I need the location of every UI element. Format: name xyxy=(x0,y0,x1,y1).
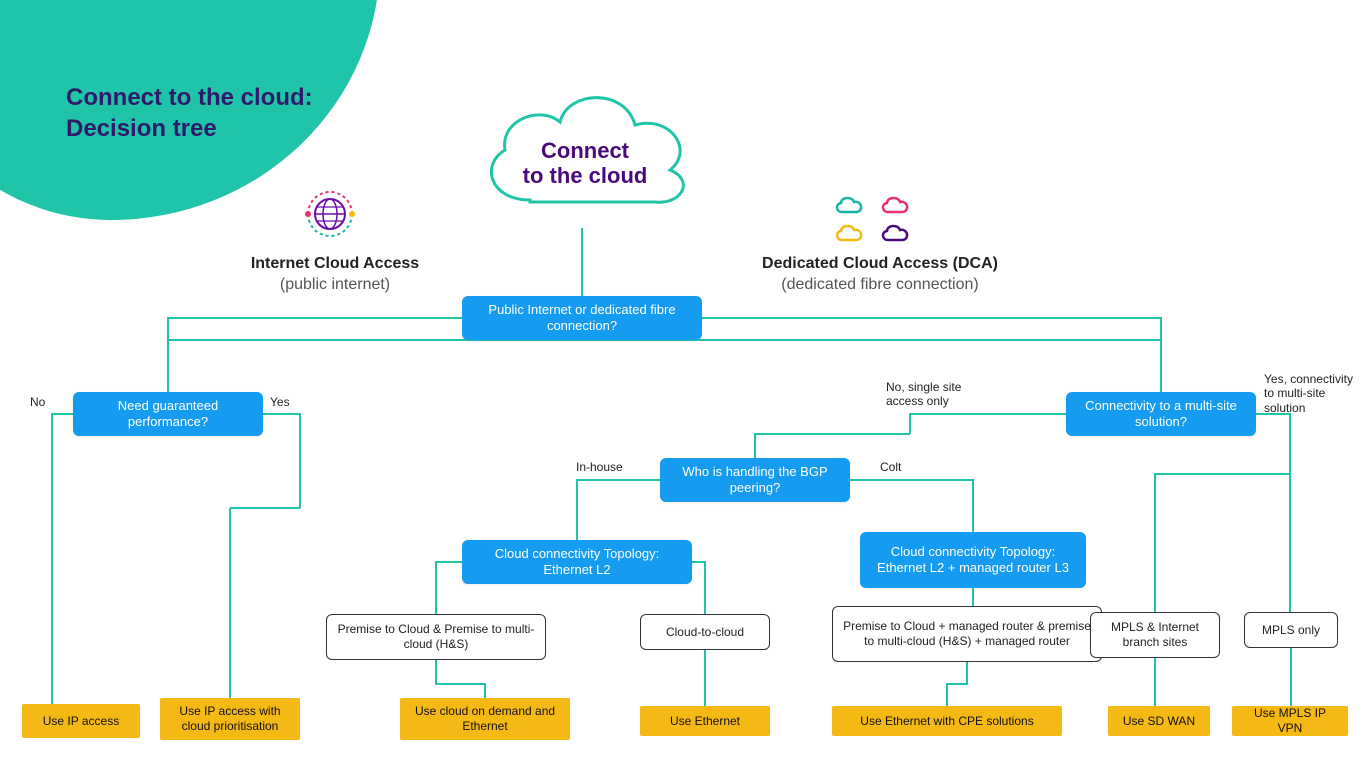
edge-perf-yes: Yes xyxy=(270,395,290,409)
decision-topology-l3: Cloud connectivity Topology: Ethernet L2… xyxy=(860,532,1086,588)
info-premise-multicloud: Premise to Cloud & Premise to multi-clou… xyxy=(326,614,546,660)
decision-performance: Need guaranteed performance? xyxy=(73,392,263,436)
diagram-canvas: Connect to the cloud I xyxy=(0,0,1366,768)
edge-bgp-inhouse: In-house xyxy=(576,460,623,474)
info-mpls-internet: MPLS & Internet branch sites xyxy=(1090,612,1220,658)
root-label-2: to the cloud xyxy=(523,163,648,188)
globe-icon xyxy=(300,184,360,244)
mini-clouds-icon xyxy=(830,192,930,252)
outcome-ethernet: Use Ethernet xyxy=(640,706,770,736)
left-branch-header: Internet Cloud Access (public internet) xyxy=(225,254,445,296)
decision-topology-l2: Cloud connectivity Topology: Ethernet L2 xyxy=(462,540,692,584)
info-premise-router: Premise to Cloud + managed router & prem… xyxy=(832,606,1102,662)
edge-bgp-colt: Colt xyxy=(880,460,901,474)
outcome-cloud-on-demand: Use cloud on demand and Ethernet xyxy=(400,698,570,740)
outcome-sdwan: Use SD WAN xyxy=(1108,706,1210,736)
right-branch-header: Dedicated Cloud Access (DCA) (dedicated … xyxy=(730,254,1030,296)
root-label-1: Connect xyxy=(541,138,629,163)
outcome-ethernet-cpe: Use Ethernet with CPE solutions xyxy=(832,706,1062,736)
edge-perf-no: No xyxy=(30,395,45,409)
root-cloud: Connect to the cloud xyxy=(460,70,710,230)
edge-multi-no: No, single site access only xyxy=(886,380,996,409)
outcome-ip-access: Use IP access xyxy=(22,704,140,738)
edge-multi-yes: Yes, connectivity to multi-site solution xyxy=(1264,372,1354,415)
outcome-mpls-vpn: Use MPLS IP VPN xyxy=(1232,706,1348,736)
decision-root: Public Internet or dedicated fibre conne… xyxy=(462,296,702,340)
decision-multi-site: Connectivity to a multi-site solution? xyxy=(1066,392,1256,436)
outcome-ip-prioritisation: Use IP access with cloud prioritisation xyxy=(160,698,300,740)
info-cloud-to-cloud: Cloud-to-cloud xyxy=(640,614,770,650)
decision-bgp: Who is handling the BGP peering? xyxy=(660,458,850,502)
info-mpls-only: MPLS only xyxy=(1244,612,1338,648)
